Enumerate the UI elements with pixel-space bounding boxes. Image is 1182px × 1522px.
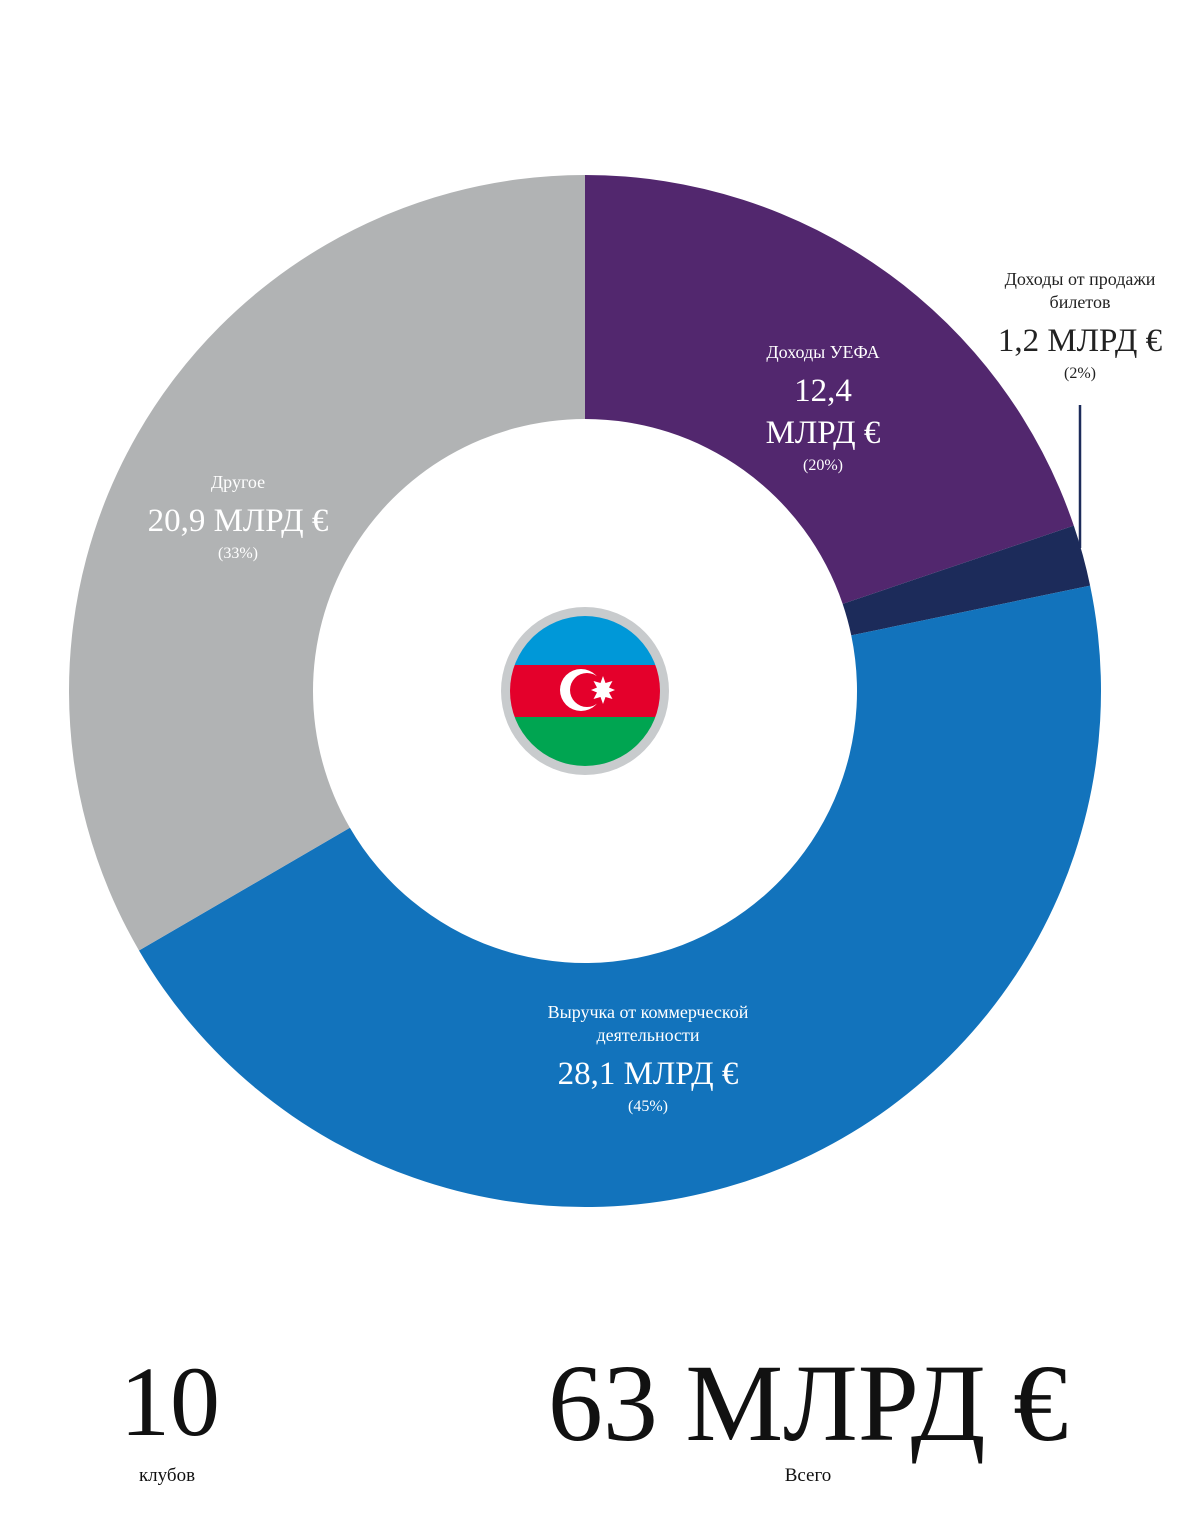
category-label: Доходы от продажи билетов: [1004, 269, 1156, 312]
value-label: 1,2 МЛРД €: [997, 323, 1163, 359]
segment-label: Доходы от продажи билетов 1,2 МЛРД € (2%): [990, 268, 1170, 384]
value-label: 20,9 МЛРД €: [147, 503, 329, 539]
value-label: 28,1 МЛРД €: [557, 1056, 739, 1092]
category-label: Выручка от коммерческой деятельности: [547, 1002, 749, 1045]
segment-label: Выручка от коммерческой деятельности 28,1…: [523, 1001, 773, 1117]
donut-segment: [842, 525, 1091, 636]
total: 63 МЛРД €: [547, 1342, 1069, 1464]
total-label: Всего: [784, 1465, 832, 1486]
percent-label: (2%): [1064, 365, 1096, 382]
segment-label: Доходы УЕФА 12,4 МЛРД € (20%): [748, 341, 898, 476]
category-label: Другое: [210, 472, 266, 492]
donut-segment: [585, 175, 1074, 604]
donut-segment: [68, 175, 585, 951]
category-label: Доходы УЕФА: [766, 342, 880, 362]
segment-label: Другое 20,9 МЛРД € (33%): [138, 471, 338, 564]
clubs-count: 10: [120, 1346, 220, 1457]
clubs-label: клубов: [138, 1465, 196, 1486]
percent-label: (20%): [803, 457, 843, 474]
value-label: 12,4 МЛРД €: [765, 373, 881, 451]
percent-label: (33%): [218, 545, 258, 562]
donut-segment: [138, 585, 1101, 1207]
percent-label: (45%): [628, 1098, 668, 1115]
flag: [501, 607, 669, 775]
